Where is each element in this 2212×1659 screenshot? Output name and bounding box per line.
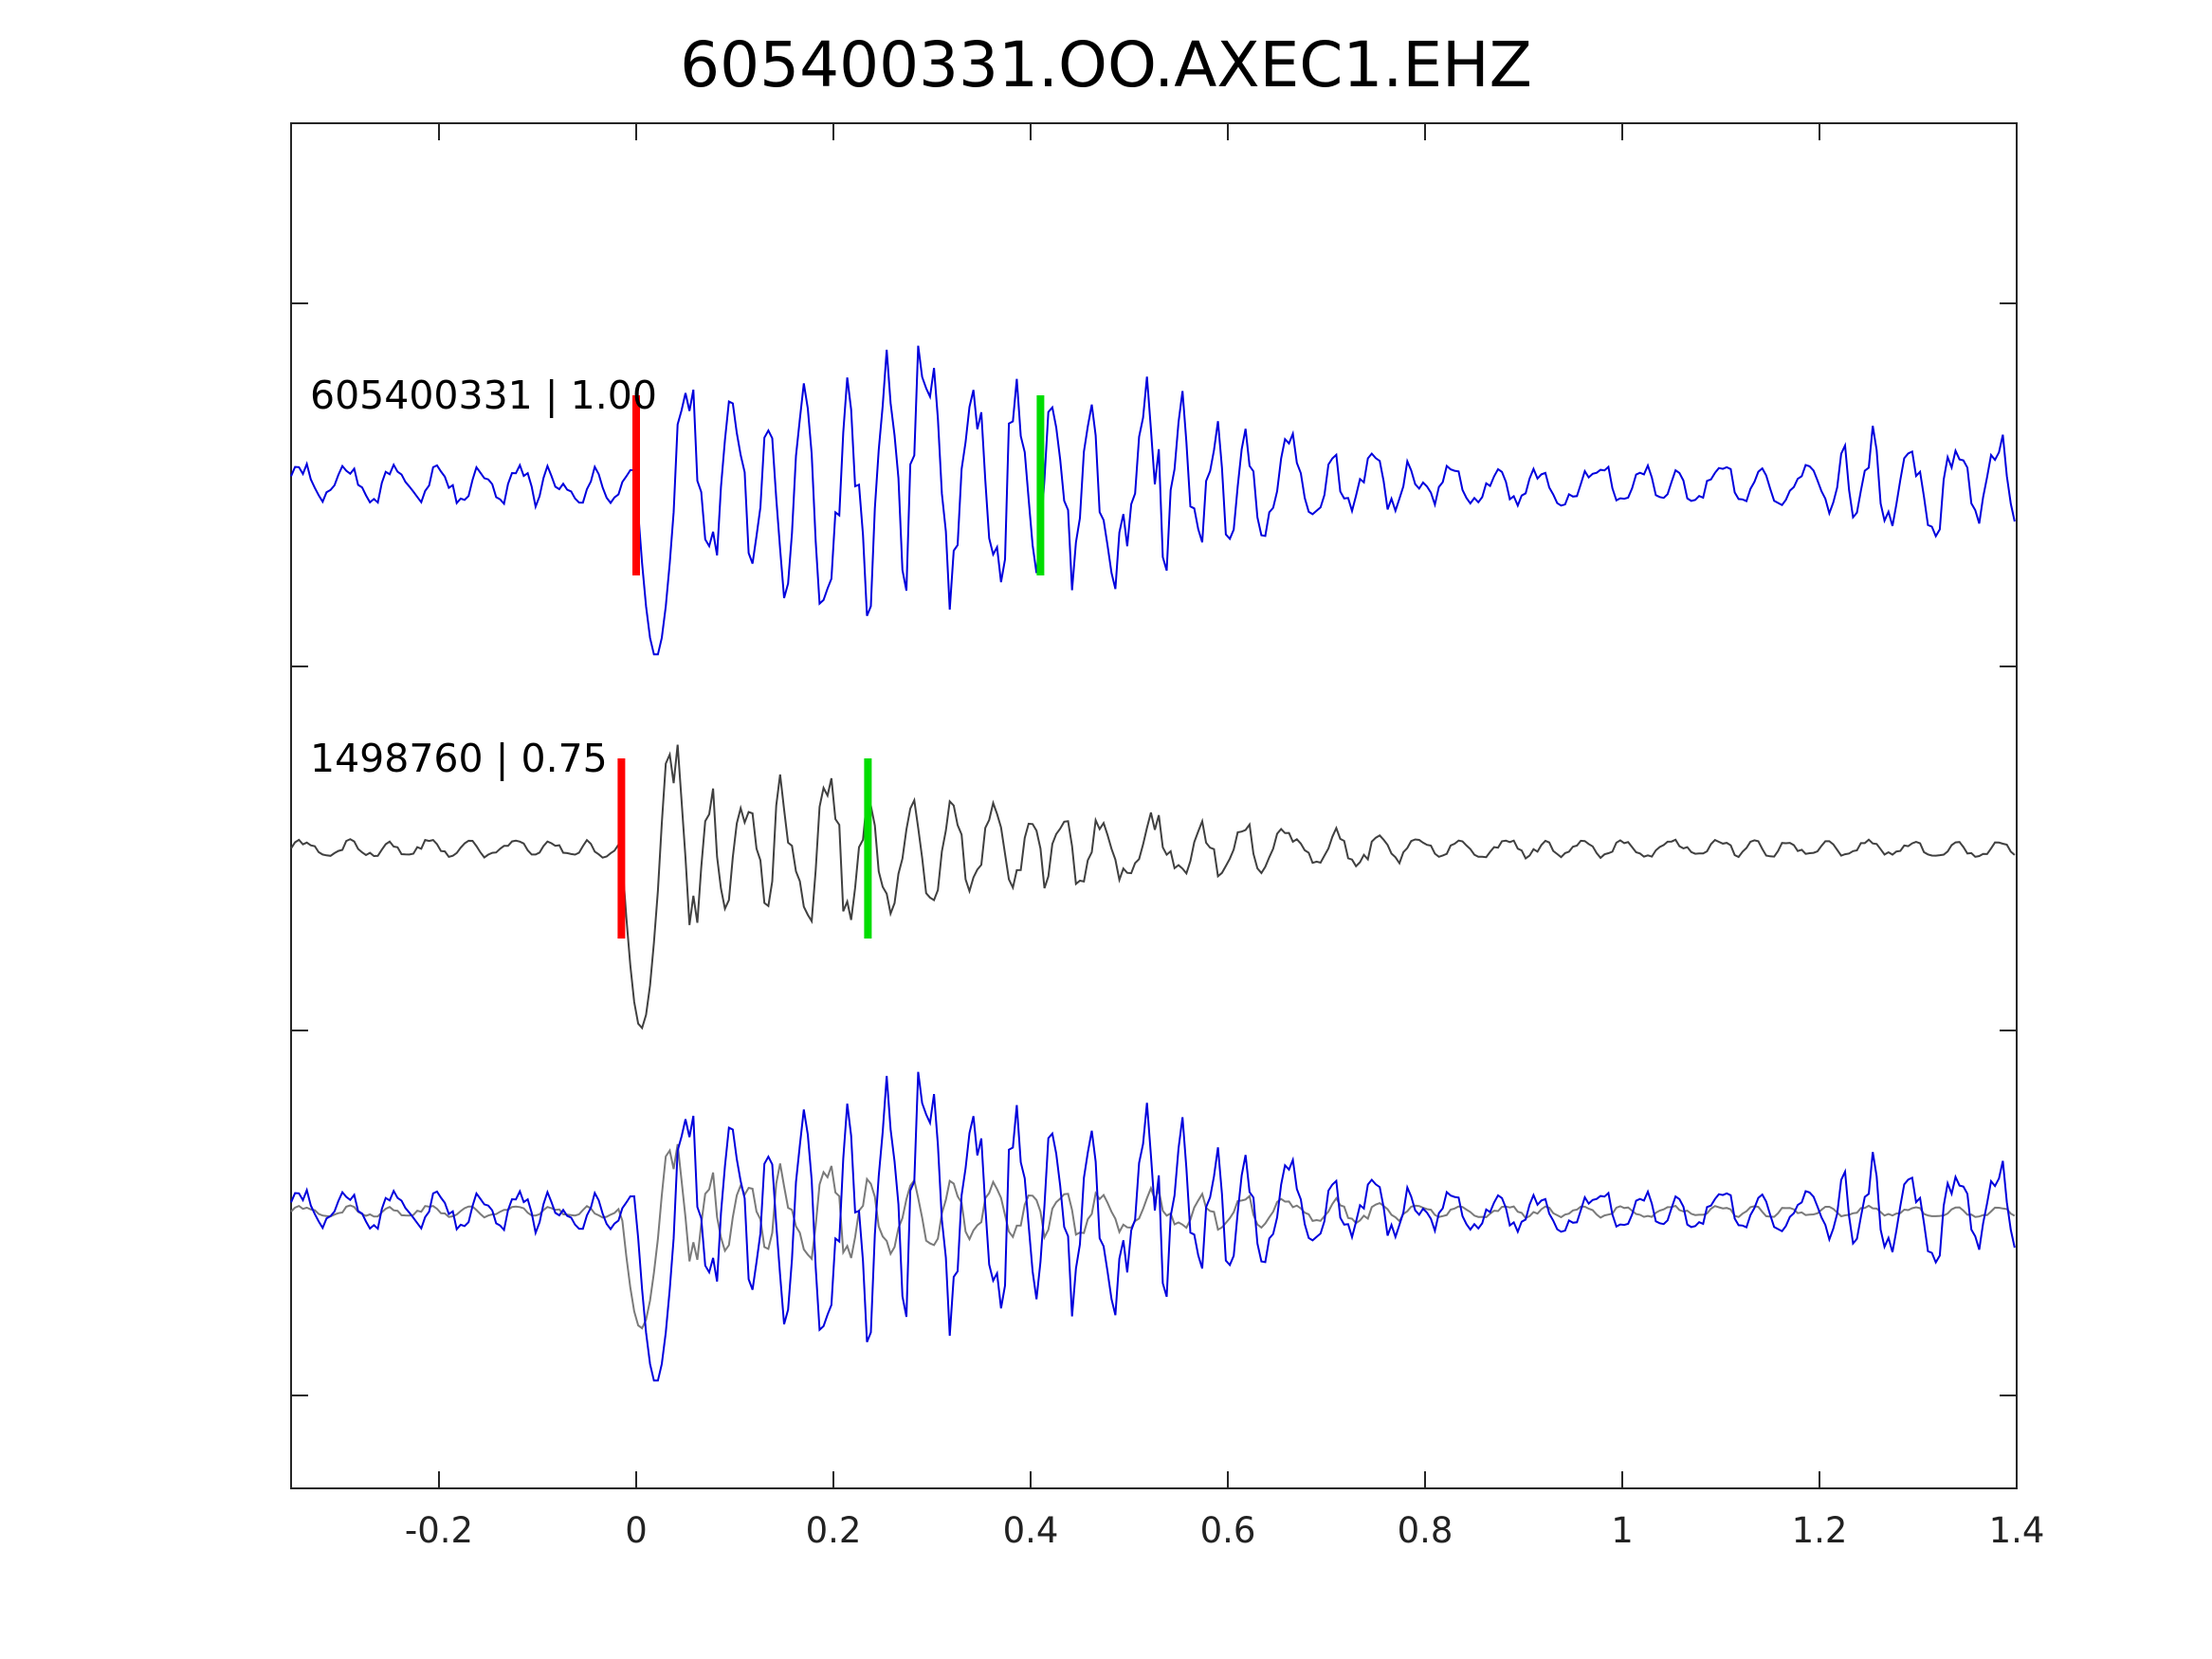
x-tick-label-4: 0.6 <box>1200 1510 1256 1551</box>
x-tick-label-1: 0 <box>625 1510 648 1551</box>
x-tick-label-6: 1 <box>1611 1510 1634 1551</box>
x-tick-label-8: 1.4 <box>1989 1510 2045 1551</box>
labels-group: 605400331 | 1.00 1498760 | 0.75 <box>310 373 657 781</box>
plot-area-frame <box>290 122 2018 1489</box>
trace-2-label: 1498760 | 0.75 <box>310 736 608 781</box>
x-tick-label-0: -0.2 <box>405 1510 473 1551</box>
trace-1-waveform <box>290 345 2016 656</box>
trace-1-label: 605400331 | 1.00 <box>310 373 657 418</box>
trace-2-waveform <box>290 744 2016 1030</box>
overlay-trace-1-waveform <box>290 1071 2016 1382</box>
picks-group <box>617 395 1045 939</box>
ticks-group: -0.2 0 0.2 0.4 0.6 0.8 1 1.2 1.4 <box>291 123 2044 1551</box>
x-tick-label-3: 0.4 <box>1003 1510 1059 1551</box>
traces-group <box>290 345 2016 1382</box>
x-tick-label-5: 0.8 <box>1398 1510 1453 1551</box>
x-tick-label-2: 0.2 <box>806 1510 862 1551</box>
chart-title: 605400331.OO.AXEC1.EHZ <box>680 28 1532 101</box>
x-tick-label-7: 1.2 <box>1792 1510 1848 1551</box>
